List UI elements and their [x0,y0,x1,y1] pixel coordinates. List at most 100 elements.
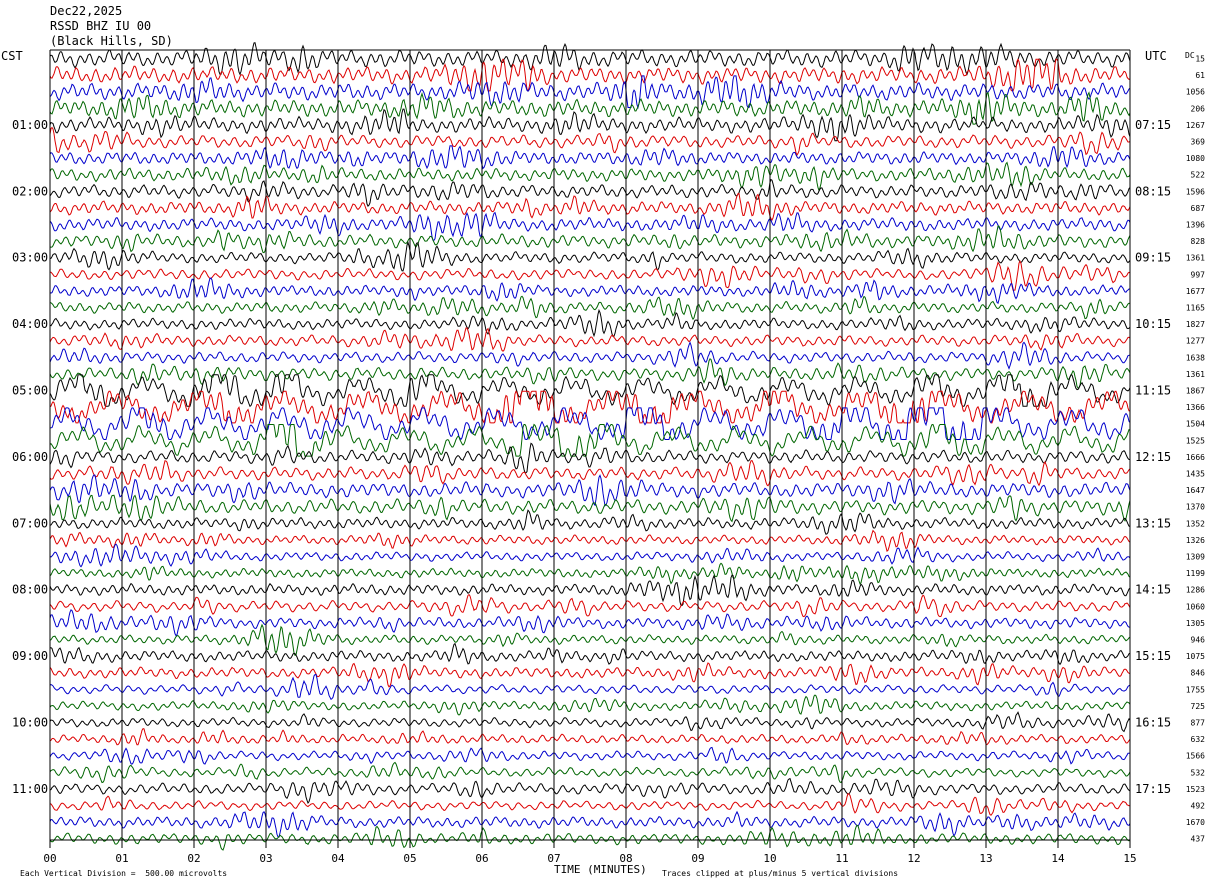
seismic-trace [49,91,1131,125]
x-tick-label: 01 [115,852,128,865]
cst-hour-label: 07:00 [12,516,48,530]
scale-note: Each Vertical Division = 500.00 microvol… [20,869,228,878]
seismic-trace [49,673,1131,701]
seismic-trace [49,442,1130,474]
dc-offset-label: 828 [1191,237,1206,246]
x-tick-label: 12 [907,852,920,865]
dc-offset-label: 1286 [1186,586,1205,595]
x-tick-label: 09 [691,852,704,865]
seismic-trace [49,460,1131,487]
dc-offset-label: 1638 [1186,353,1205,362]
header-date: Dec22,2025 [50,4,123,18]
dc-offset-label: 1596 [1186,187,1205,196]
dc-offset-label: 522 [1191,171,1206,180]
dc-offset-label: 1755 [1186,685,1205,694]
seismic-trace [49,609,1130,637]
dc-offset-label: 1305 [1186,619,1205,628]
dc-offset-label: 846 [1191,669,1206,678]
cst-hour-label: 08:00 [12,583,48,597]
dc-offset-label: 437 [1191,835,1206,844]
dc-offset-label: 632 [1191,735,1206,744]
dc-offset-label: 206 [1191,104,1206,113]
right-time-labels: 07:15 08:15 09:15 10:15 11:15 12:15 13:15 14:15… [1135,118,1171,796]
cst-hour-label: 06:00 [12,450,48,464]
utc-hour-label: 17:15 [1135,782,1171,796]
dc-offset-label: 61 [1195,71,1205,80]
dc-offset-label: 15 [1195,55,1205,64]
dc-offset-label: 1060 [1186,602,1205,611]
dc-offset-label: 1396 [1186,221,1205,230]
seismic-trace [49,529,1131,552]
seismic-trace [49,593,1131,618]
dc-offset-label: 1370 [1186,503,1205,512]
seismic-trace [49,178,1131,207]
left-zone-label: CST [1,49,23,63]
x-tick-label: 13 [979,852,992,865]
dc-offset-label: 725 [1191,702,1206,711]
x-axis-title: TIME (MINUTES) [554,863,647,876]
seismic-trace [49,406,1131,441]
seismic-trace [49,58,1131,93]
dc-offset-label: 1352 [1186,519,1205,528]
dc-offset-label: 1566 [1186,752,1205,761]
x-tick-label: 07 [547,852,560,865]
seismic-trace [49,777,1131,805]
utc-hour-label: 11:15 [1135,384,1171,398]
header-station: RSSD BHZ IU 00 [50,19,152,33]
dc-offset-label: 946 [1191,636,1206,645]
dc-offset-label: 1867 [1186,387,1205,396]
dc-offset-labels: 15 61 1056 206 1267 369 1080 522 1596 687 1396 828 1… [1186,55,1205,844]
x-tick-label: 04 [331,852,345,865]
dc-offset-label: 1165 [1186,304,1205,313]
seismic-trace [49,295,1131,321]
x-tick-label: 00 [43,852,56,865]
x-tick-label: 02 [187,852,200,865]
seismic-trace [49,423,1131,457]
dc-offset-label: 1647 [1186,486,1205,495]
x-tick-label: 10 [763,852,776,865]
seismic-trace [49,623,1131,656]
seismic-trace [49,108,1131,142]
seismic-trace [49,761,1131,784]
utc-hour-label: 10:15 [1135,317,1171,331]
seismic-trace [49,509,1131,535]
x-axis-ticks: 00 01 02 03 04 05 06 07 08 09 10 11 12 13 14 15 [43,852,1136,865]
cst-hour-label: 04:00 [12,317,48,331]
seismic-trace [49,341,1131,370]
clip-note: Traces clipped at plus/minus 5 vertical … [662,869,899,878]
x-tick-label: 15 [1123,852,1136,865]
seismic-trace [49,161,1131,193]
cst-hour-label: 09:00 [12,649,48,663]
dc-label: DC [1185,51,1195,60]
seismic-trace [49,308,1131,338]
dc-offset-label: 1080 [1186,154,1205,163]
cst-hour-label: 05:00 [12,384,48,398]
header-location: (Black Hills, SD) [50,34,173,48]
seismic-trace [49,390,1131,424]
x-tick-label: 11 [835,852,848,865]
seismic-trace [49,42,1131,76]
seismic-trace [49,810,1131,838]
seismic-trace [49,260,1131,291]
cst-hour-label: 01:00 [12,118,48,132]
dc-offset-label: 1361 [1186,370,1205,379]
seismic-trace [49,474,1131,507]
dc-offset-label: 1277 [1186,337,1205,346]
x-tick-label: 03 [259,852,272,865]
seismic-trace [49,374,1131,408]
dc-offset-label: 1366 [1186,403,1205,412]
seismic-trace [49,662,1131,688]
seismic-trace [49,240,1131,272]
dc-offset-label: 1361 [1186,254,1205,263]
seismic-trace [49,225,1131,254]
dc-offset-label: 1435 [1186,470,1205,479]
dc-offset-label: 1075 [1186,652,1205,661]
utc-hour-label: 08:15 [1135,184,1171,198]
seismic-trace [49,494,1131,523]
dc-offset-label: 1056 [1186,88,1205,97]
dc-offset-label: 1677 [1186,287,1205,296]
dc-offset-label: 1670 [1186,818,1205,827]
dc-offset-label: 1326 [1186,536,1205,545]
seismic-trace [49,824,1131,851]
